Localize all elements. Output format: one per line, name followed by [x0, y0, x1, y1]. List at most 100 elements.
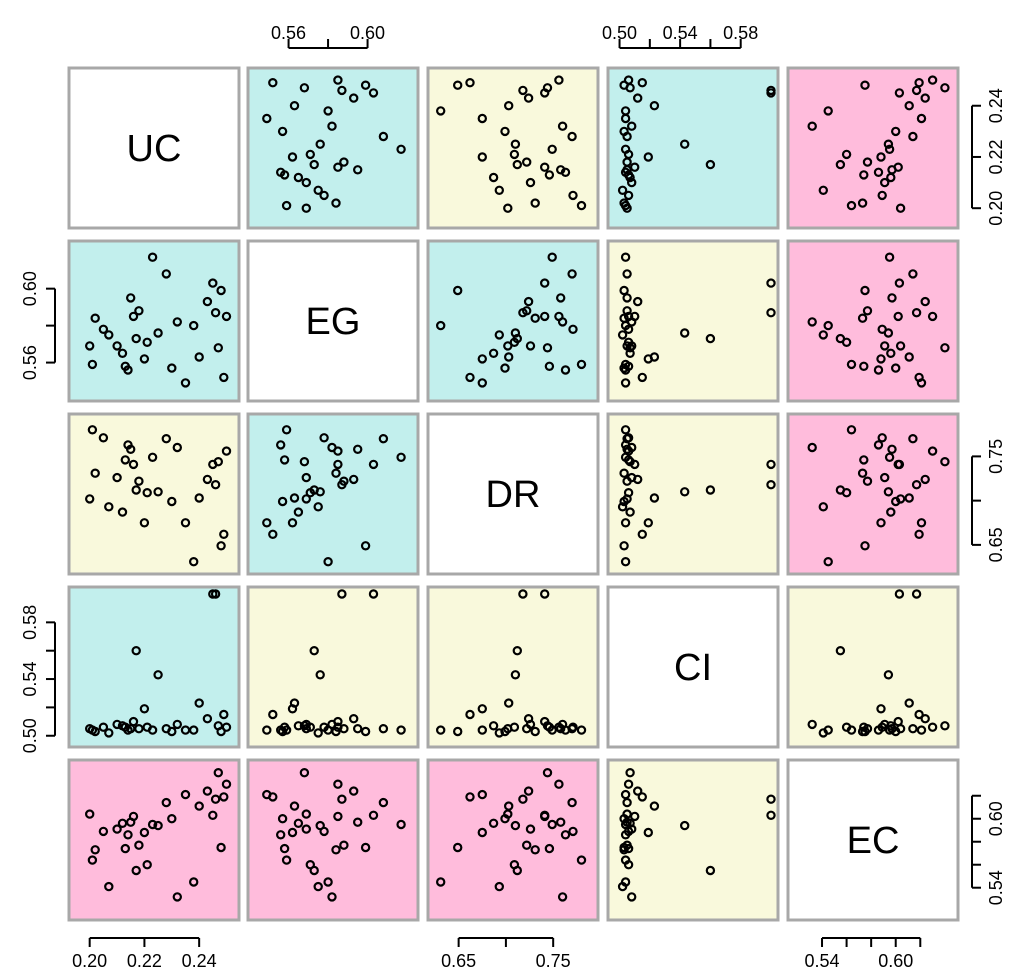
data-point: [188, 877, 199, 887]
data-point: [841, 722, 852, 732]
data-point: [221, 722, 232, 732]
panel-EC-CI: [606, 758, 780, 922]
data-point: [884, 144, 895, 154]
data-point: [542, 768, 553, 778]
panel-border: [67, 412, 241, 576]
data-point: [620, 144, 631, 154]
bottom-axis-EC: 0.54 0.60: [805, 937, 922, 971]
data-point: [544, 170, 555, 180]
tick-label: 0.22: [986, 139, 1006, 174]
data-point: [544, 843, 555, 854]
data-point: [766, 308, 776, 318]
data-point: [766, 85, 776, 96]
data-point: [436, 106, 446, 116]
data-point: [619, 468, 629, 478]
data-point: [622, 306, 632, 316]
panel-background: [608, 68, 778, 228]
data-point: [120, 455, 131, 465]
data-point: [349, 93, 359, 103]
panel-CI-EG: [246, 585, 420, 749]
panel-EG-UC: [67, 239, 241, 403]
data-point: [522, 840, 532, 850]
data-point: [908, 434, 918, 444]
data-point: [518, 589, 528, 599]
panel-DR-UC: [67, 412, 241, 576]
data-point: [540, 589, 550, 599]
data-point: [916, 113, 927, 124]
panel-background: [788, 68, 958, 228]
data-point: [360, 842, 371, 853]
data-point: [202, 296, 213, 307]
panel-CI-CI: CI: [606, 585, 780, 749]
data-point: [339, 840, 349, 850]
data-point: [914, 77, 924, 88]
data-point: [619, 126, 629, 137]
data-point: [525, 824, 536, 834]
panel-border: [606, 585, 780, 749]
data-point: [188, 557, 199, 567]
data-point: [287, 518, 298, 528]
tick-label: 0.75: [986, 439, 1006, 474]
data-point: [333, 779, 343, 789]
data-point: [554, 311, 564, 322]
data-point: [221, 779, 232, 789]
panel-UC-DR: [426, 66, 600, 230]
data-point: [622, 434, 632, 444]
data-point: [299, 721, 310, 731]
data-point: [333, 162, 343, 172]
data-point: [823, 557, 833, 567]
data-point: [131, 333, 141, 344]
data-point: [353, 817, 363, 827]
data-point: [705, 333, 716, 344]
data-point: [818, 502, 829, 512]
data-point: [500, 126, 510, 137]
data-point: [576, 359, 587, 370]
data-point: [323, 557, 333, 567]
data-point: [453, 285, 463, 296]
variable-label-DR: DR: [486, 474, 541, 516]
data-point: [625, 507, 635, 517]
panel-border: [606, 66, 780, 230]
panel-background: [788, 760, 958, 920]
data-point: [643, 827, 654, 838]
data-point: [620, 877, 631, 887]
data-point: [337, 589, 347, 599]
data-point: [309, 159, 319, 170]
data-point: [523, 296, 534, 307]
data-point: [911, 308, 922, 318]
data-point: [494, 881, 504, 892]
panel-DR-EC: [786, 412, 960, 576]
data-point: [337, 85, 347, 96]
data-point: [161, 797, 171, 808]
data-point: [104, 502, 114, 512]
data-point: [887, 444, 897, 454]
data-point: [880, 177, 890, 188]
tick-label: 0.60: [20, 271, 40, 306]
tick-label: 0.56: [20, 345, 40, 380]
data-point: [494, 330, 504, 340]
data-point: [619, 198, 629, 208]
data-point: [299, 83, 310, 93]
data-point: [87, 855, 98, 865]
data-point: [477, 827, 487, 838]
panel-border: [246, 239, 420, 403]
variable-label-UC: UC: [127, 128, 182, 170]
data-point: [622, 476, 632, 486]
data-point: [333, 75, 343, 85]
data-point: [891, 126, 901, 137]
data-point: [554, 75, 564, 85]
data-point: [167, 363, 177, 373]
panel-border: [426, 66, 600, 230]
data-point: [167, 726, 177, 737]
data-point: [620, 830, 631, 840]
data-point: [188, 725, 199, 735]
data-point: [333, 811, 343, 822]
data-point: [368, 88, 379, 98]
data-point: [503, 203, 513, 213]
data-point: [835, 646, 846, 656]
data-point: [525, 177, 536, 188]
data-point: [630, 162, 640, 172]
data-point: [128, 811, 139, 822]
data-point: [276, 167, 286, 177]
panel-border: [786, 66, 960, 230]
